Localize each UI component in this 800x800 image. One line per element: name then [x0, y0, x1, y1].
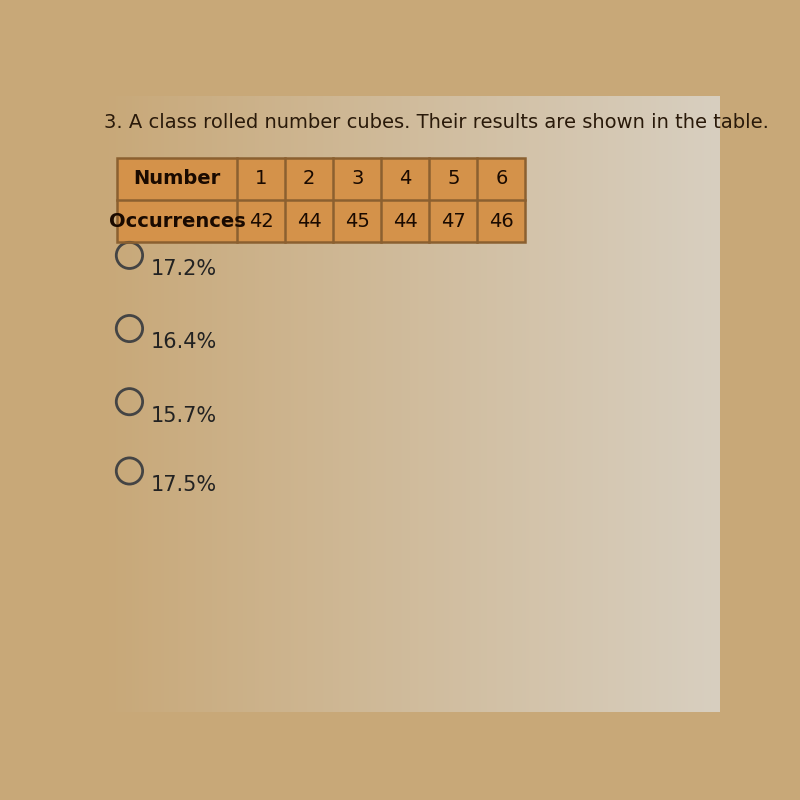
- Text: 17.2%: 17.2%: [150, 259, 217, 279]
- Text: 16.4%: 16.4%: [150, 332, 217, 352]
- Bar: [478, 158, 526, 200]
- Text: Occurrences: Occurrences: [109, 212, 246, 230]
- Bar: [334, 158, 382, 200]
- Bar: [430, 200, 478, 242]
- Text: 46: 46: [489, 212, 514, 230]
- Text: 5: 5: [447, 170, 460, 188]
- Text: 42: 42: [249, 212, 274, 230]
- Text: 3. A class rolled number cubes. Their results are shown in the table.: 3. A class rolled number cubes. Their re…: [104, 113, 769, 132]
- Text: 4: 4: [399, 170, 411, 188]
- Bar: [286, 158, 334, 200]
- Text: 1: 1: [255, 170, 267, 188]
- Text: 47: 47: [441, 212, 466, 230]
- Bar: [117, 200, 237, 242]
- Text: 15.7%: 15.7%: [150, 406, 217, 426]
- Bar: [382, 200, 430, 242]
- Text: 2: 2: [303, 170, 315, 188]
- Bar: [237, 200, 286, 242]
- Bar: [334, 200, 382, 242]
- Bar: [382, 158, 430, 200]
- Bar: [286, 200, 334, 242]
- Text: 3: 3: [351, 170, 363, 188]
- Text: 44: 44: [297, 212, 322, 230]
- Text: Number: Number: [134, 170, 221, 188]
- Text: 45: 45: [345, 212, 370, 230]
- Bar: [430, 158, 478, 200]
- Bar: [478, 200, 526, 242]
- Bar: [117, 158, 526, 242]
- Bar: [237, 158, 286, 200]
- Text: 44: 44: [393, 212, 418, 230]
- Text: 17.5%: 17.5%: [150, 475, 217, 495]
- Bar: [117, 158, 237, 200]
- Text: 6: 6: [495, 170, 508, 188]
